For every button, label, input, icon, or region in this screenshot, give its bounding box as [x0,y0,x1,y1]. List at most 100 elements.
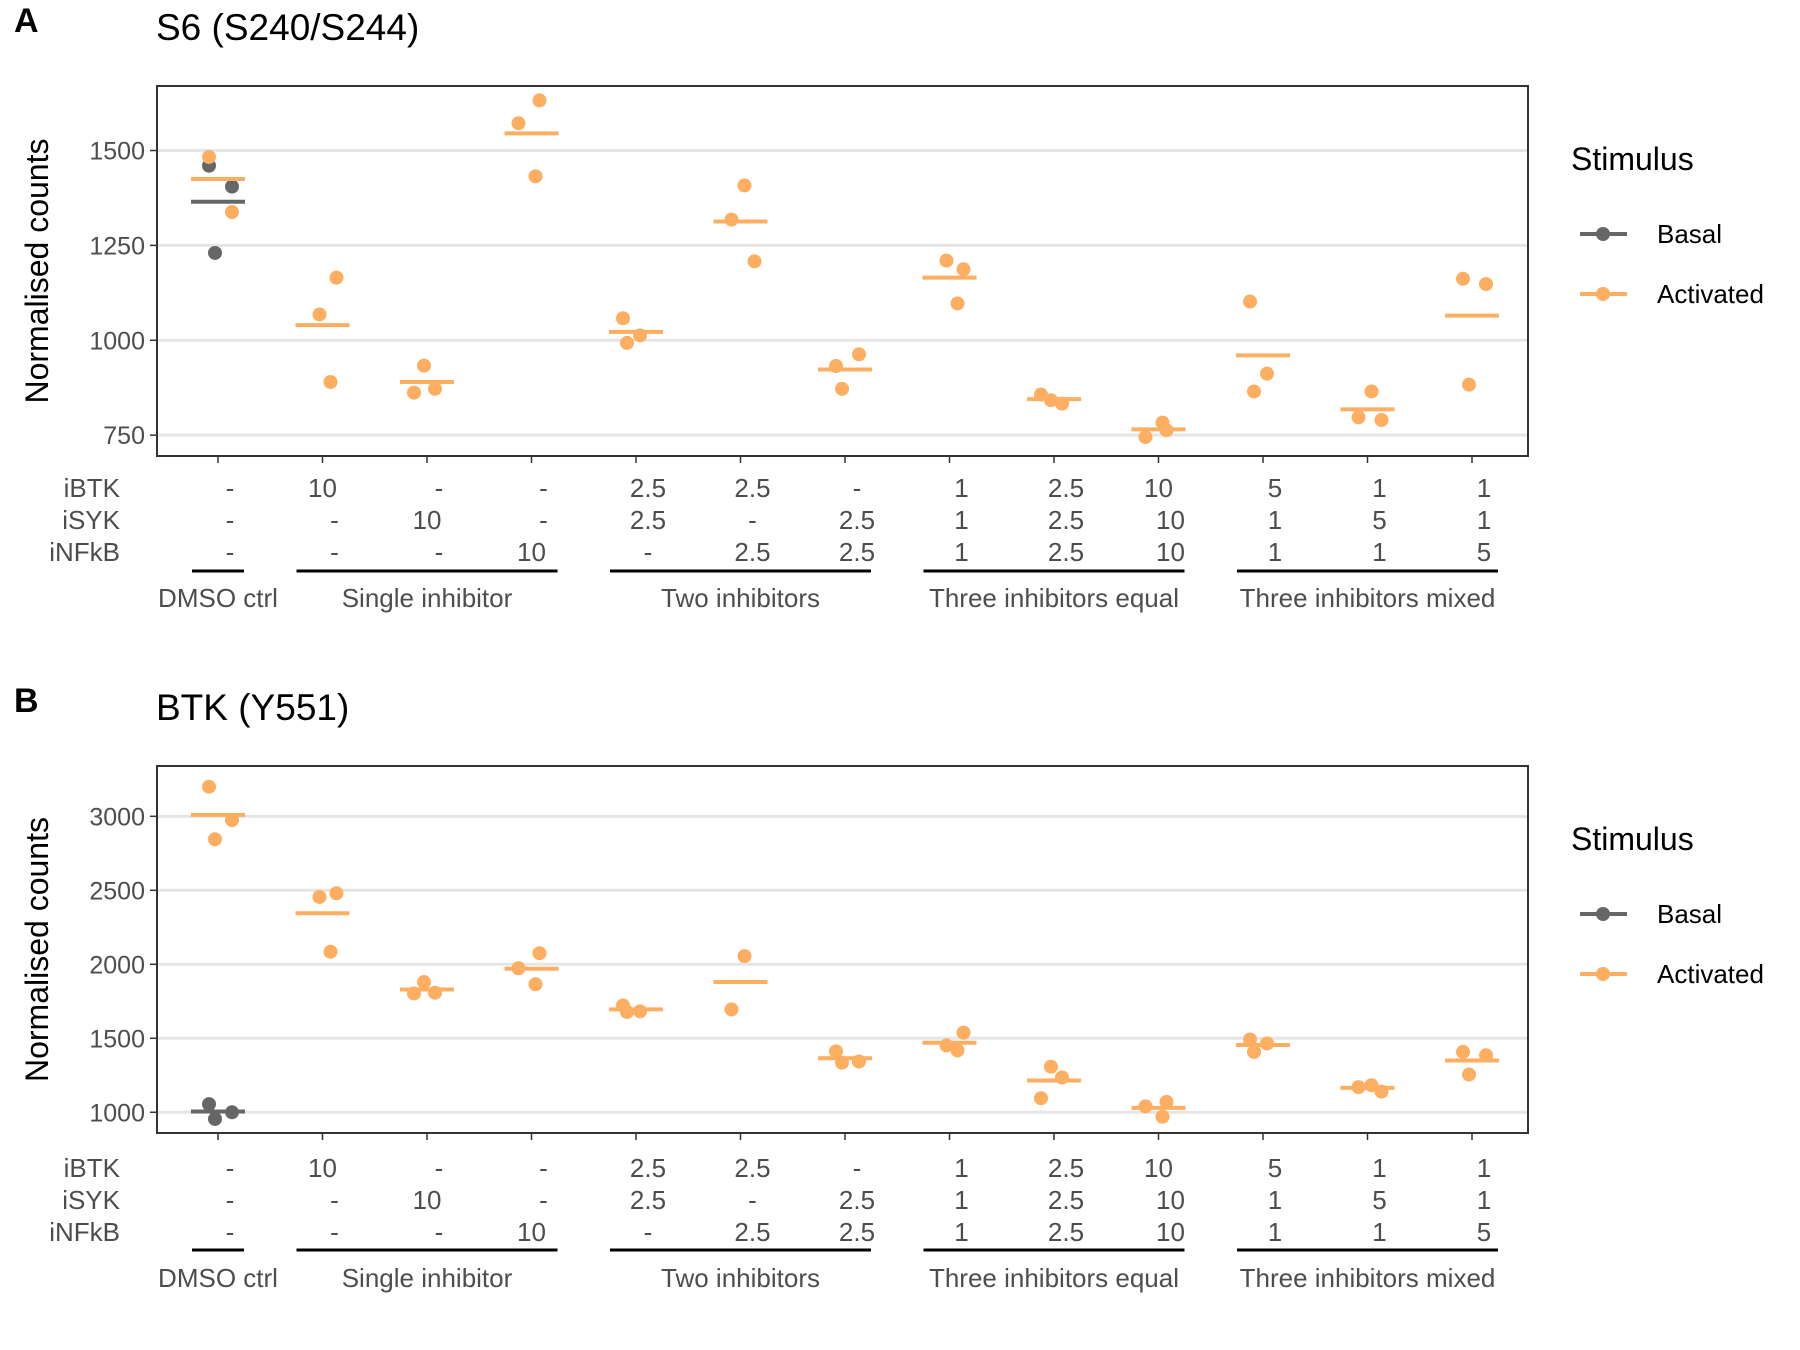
legend-title: Stimulus [1571,141,1694,177]
table-cell: 1 [954,1217,968,1247]
data-point [724,1002,739,1017]
data-point [620,335,634,350]
data-point [1462,1067,1476,1082]
data-point [616,311,630,326]
y-tick-label: 2500 [89,877,145,905]
group-label: Two inhibitors [661,583,820,613]
table-cell: 2.5 [1048,1185,1084,1215]
table-cell: 1 [1372,537,1386,567]
data-point [417,975,431,990]
table-cell: 10 [1156,1217,1185,1247]
table-cell: 2.5 [1048,505,1084,535]
group-label: Three inhibitors mixed [1240,1263,1496,1293]
table-cell: 1 [954,505,968,535]
group-label: Single inhibitor [342,583,513,613]
y-tick-label: 1000 [89,1099,145,1127]
table-cell: - [226,505,235,535]
table-cell: 10 [308,1153,337,1183]
table-cell: 10 [308,473,337,503]
table-cell: - [435,473,444,503]
table-cell: 2.5 [839,1217,875,1247]
group-label: Three inhibitors equal [929,583,1179,613]
table-cell: 10 [1156,1185,1185,1215]
row-label: iNFkB [49,537,120,567]
table-cell: 1 [1477,1185,1491,1215]
table-cell: - [539,505,548,535]
data-point [428,381,442,396]
legend-key-dot [1596,907,1610,921]
table-cell: - [226,473,235,503]
table-cell: - [539,1153,548,1183]
table-cell: - [226,537,235,567]
table-cell: 1 [954,537,968,567]
table-cell: 1 [954,1153,968,1183]
data-point [737,178,752,193]
table-cell: - [226,1217,235,1247]
legend-key-dot [1596,967,1610,981]
data-point [312,307,327,322]
data-point [852,347,866,362]
data-point [1034,1091,1048,1106]
table-cell: 2.5 [839,537,875,567]
table-cell: 10 [1156,537,1185,567]
table-cell: 1 [1372,1153,1386,1183]
table-cell: - [435,1217,444,1247]
panel-border [156,765,1529,1134]
data-point [1260,366,1274,381]
table-cell: 2.5 [734,1153,770,1183]
data-point [208,245,222,260]
y-axis-label: Normalised counts [19,139,55,404]
table-cell: 5 [1268,1153,1282,1183]
data-point [1044,1059,1058,1074]
data-point [1351,410,1366,425]
data-point [829,1044,843,1059]
data-point [956,1025,971,1040]
table-cell: - [226,1153,235,1183]
table-cell: 10 [517,537,546,567]
table-cell: 10 [517,1217,546,1247]
panel-b: B BTK (Y551) 1000 1500 2000 2500 3000 Normalise… [14,682,1764,1293]
legend: Stimulus Basal Activated [1571,141,1764,309]
table-cell: 1 [1268,537,1282,567]
legend: Stimulus Basal Activated [1571,821,1764,989]
legend-key-dot [1596,287,1610,301]
data-point [323,944,338,959]
table-cell: 1 [1268,1185,1282,1215]
table-cell: 2.5 [734,537,770,567]
row-label: iBTK [64,1153,121,1183]
table-cell: 5 [1372,505,1386,535]
data-point [329,270,344,285]
y-tick-label: 2000 [89,951,145,979]
table-cell: 2.5 [1048,473,1084,503]
table-cell: 2.5 [734,473,770,503]
table-cell: 5 [1477,1217,1491,1247]
table-cell: 2.5 [839,1185,875,1215]
data-point [1155,415,1170,430]
data-point [225,179,239,194]
y-tick-label: 1500 [89,1025,145,1053]
table-cell: - [330,1185,339,1215]
data-point [1247,384,1261,399]
series-activated [191,93,1499,445]
data-point [417,358,431,373]
table-cell: 1 [1477,473,1491,503]
table-cell: 10 [1156,505,1185,535]
y-axis-label: Normalised counts [19,817,55,1082]
table-cell: 2.5 [1048,1217,1084,1247]
table-cell: 2.5 [1048,1153,1084,1183]
y-tick-label: 750 [103,422,145,450]
data-point [532,93,547,108]
data-point [202,1097,216,1112]
series-basal [191,1097,245,1126]
legend-label: Activated [1657,959,1764,989]
table-cell: - [435,1153,444,1183]
data-point [1374,412,1389,427]
group-label: Single inhibitor [342,1263,513,1293]
y-tick-label: 1250 [89,232,145,260]
row-label: iBTK [64,473,121,503]
legend-label: Activated [1657,279,1764,309]
data-point [1247,1044,1261,1059]
data-point [1159,1094,1174,1109]
